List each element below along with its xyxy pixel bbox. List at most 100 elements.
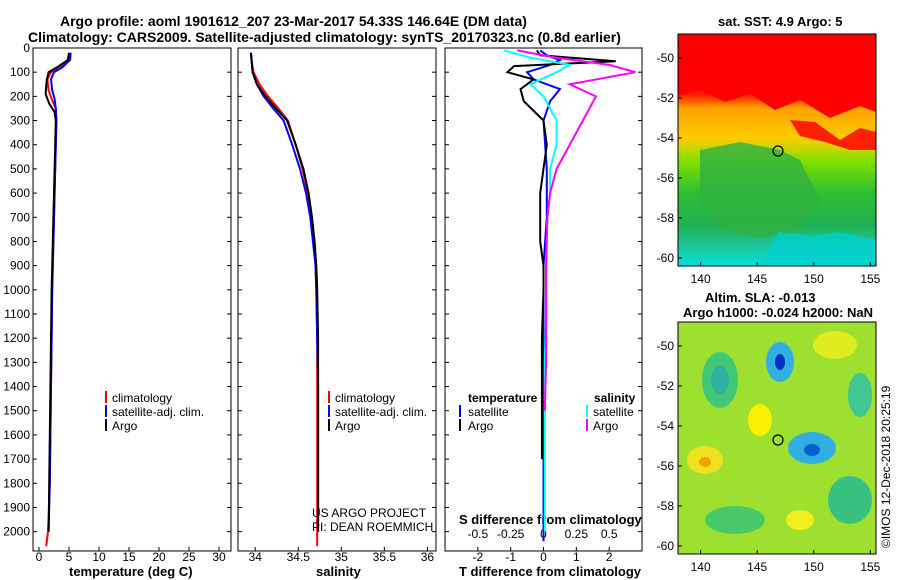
map-x-tick-label: 155 (860, 272, 880, 286)
map-x-tick-label: 150 (804, 560, 824, 574)
depth-tick-label: 1700 (3, 452, 30, 466)
x-tick-label: 34 (249, 550, 263, 564)
sla-map-x-ticks: 140 145 150 155 (691, 550, 881, 574)
depth-tick-label: 1200 (3, 331, 30, 345)
sst-map-frame (677, 33, 877, 267)
sst-map-title: sat. SST: 4.9 Argo: 5 (718, 14, 843, 29)
salinity-plot-frame (237, 47, 437, 552)
map-x-tick-label: 140 (691, 272, 711, 286)
legend-label-climatology: climatology (112, 391, 172, 405)
legend-swatch-s-sat (586, 405, 588, 417)
depth-tick-label: 500 (10, 162, 30, 176)
x-tick-label: 15 (122, 550, 136, 564)
sla-map-image (678, 322, 876, 554)
legend-label-t-sat: satellite (468, 405, 509, 419)
map-x-tick-label: 145 (747, 272, 767, 286)
series-line-salinity-satellite (503, 49, 573, 532)
map-y-tick-label: -54 (657, 419, 675, 433)
salinity-legend: climatology satellite-adj. clim. Argo (328, 391, 427, 433)
sla-map-title-2: Argo h1000: -0.024 h2000: NaN (683, 305, 873, 320)
legend-swatch-satellite-s (328, 405, 330, 417)
s-tick-label: 0.25 (565, 527, 589, 541)
sla-map-frame (677, 321, 877, 555)
map-y-tick-label: -52 (657, 91, 675, 105)
x-tick-label: 0 (540, 550, 547, 564)
legend-swatch-t-sat (459, 405, 461, 417)
x-tick-label: 25 (182, 550, 196, 564)
map-x-tick-label: 155 (860, 560, 880, 574)
x-tick-label: 20 (152, 550, 166, 564)
s-tick-label: -0.25 (497, 527, 525, 541)
map-x-tick-label: 145 (747, 560, 767, 574)
depth-axis: 0 100 200 300 400 500 600 700 800 900 1000 1100 1200… (3, 41, 30, 539)
series-line-satellite-adj-clim- (249, 52, 320, 532)
sst-map-y-ticks: -50 -52 -54 -56 -58 -60 (657, 51, 682, 265)
legend-swatch-climatology (105, 391, 107, 403)
sla-argo-location-marker (772, 434, 784, 446)
legend-title-temperature: temperature (468, 391, 538, 405)
difference-axis-ticks: -2 -1 0 1 2 (445, 47, 642, 564)
depth-tick-label: 400 (10, 138, 30, 152)
depth-tick-label: 300 (10, 114, 30, 128)
sst-map-image (678, 34, 876, 266)
x-tick-label: 5 (66, 550, 73, 564)
difference-legend: temperature satellite Argo salinity sate… (459, 391, 636, 433)
series-line-argo (44, 52, 70, 532)
t-difference-axis-label: T difference from climatology (459, 564, 642, 579)
series-line-salinity-argo (517, 49, 636, 411)
depth-tick-label: 1900 (3, 500, 30, 514)
x-tick-label: 35 (335, 550, 349, 564)
temperature-axis-ticks: 0 5 10 15 20 25 30 (33, 47, 231, 564)
map-y-tick-label: -60 (657, 539, 675, 553)
imos-watermark: ©IMOS 12-Dec-2018 20:25:19 (879, 385, 893, 548)
legend-label-t-argo: Argo (468, 419, 494, 433)
x-tick-label: 10 (92, 550, 106, 564)
legend-label-satellite-s: satellite-adj. clim. (335, 405, 427, 419)
s-difference-axis-label: S difference from climatology (459, 512, 643, 527)
title-line-2: Climatology: CARS2009. Satellite-adjuste… (28, 29, 621, 45)
temperature-lines (44, 52, 72, 547)
x-tick-label: 2 (606, 550, 613, 564)
legend-swatch-t-argo (459, 419, 461, 431)
difference-lines (503, 49, 636, 542)
depth-tick-label: 100 (10, 65, 30, 79)
credit-pi: PI: DEAN ROEMMICH (312, 520, 433, 534)
x-tick-label: 35.5 (373, 550, 397, 564)
depth-tick-label: 200 (10, 89, 30, 103)
temperature-legend: climatology satellite-adj. clim. Argo (105, 391, 204, 433)
x-tick-label: -1 (505, 550, 516, 564)
map-x-tick-label: 150 (804, 272, 824, 286)
s-tick-label: 0.5 (601, 527, 618, 541)
map-y-tick-label: -50 (657, 339, 675, 353)
sla-map-y-ticks: -50 -52 -54 -56 -58 -60 (657, 339, 682, 553)
depth-tick-label: 1000 (3, 283, 30, 297)
temperature-plot-frame (32, 47, 232, 552)
legend-label-satellite: satellite-adj. clim. (112, 405, 204, 419)
depth-tick-label: 1100 (4, 307, 30, 321)
x-tick-label: 34.5 (287, 550, 311, 564)
depth-tick-label: 1300 (3, 355, 30, 369)
depth-tick-label: 0 (23, 41, 30, 55)
sst-map-x-ticks: 140 145 150 155 (691, 262, 881, 286)
depth-tick-label: 1800 (3, 476, 30, 490)
x-tick-label: 36 (421, 550, 435, 564)
title-line-1: Argo profile: aoml 1901612_207 23-Mar-20… (60, 13, 527, 29)
depth-tick-label: 800 (10, 234, 30, 248)
map-y-tick-label: -54 (657, 131, 675, 145)
legend-swatch-satellite (105, 405, 107, 417)
depth-tick-label: 1500 (3, 404, 30, 418)
map-y-tick-label: -58 (657, 211, 675, 225)
x-tick-label: -2 (472, 550, 483, 564)
s-tick-label: -0.5 (467, 527, 488, 541)
legend-swatch-argo-s (328, 419, 330, 431)
legend-label-climatology-s: climatology (335, 391, 395, 405)
series-line-temperature-argo (505, 49, 616, 460)
depth-tick-label: 1600 (3, 428, 30, 442)
depth-tick-label: 700 (10, 210, 30, 224)
map-y-tick-label: -56 (657, 171, 675, 185)
sla-map-title-1: Altim. SLA: -0.013 (705, 290, 816, 305)
legend-swatch-argo (105, 419, 107, 431)
legend-label-argo-s: Argo (335, 419, 361, 433)
depth-tick-label: 600 (10, 186, 30, 200)
